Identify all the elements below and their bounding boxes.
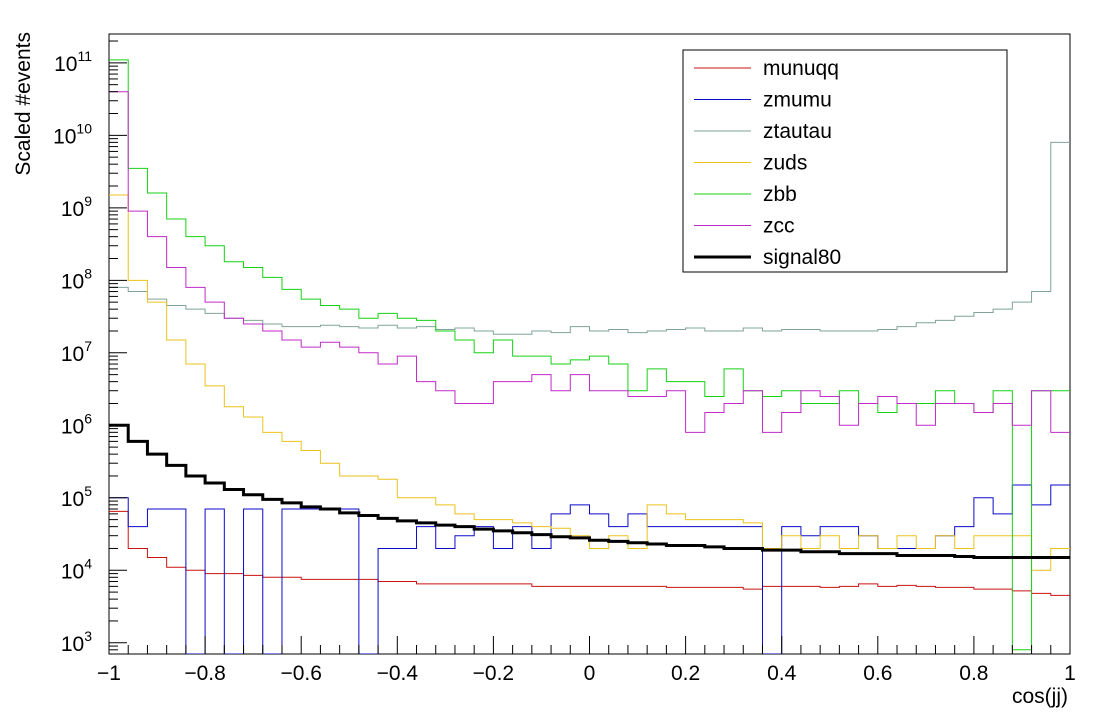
x-tick-label: 0.6 xyxy=(863,662,892,685)
series-zmumu xyxy=(109,484,1070,654)
y-tick-label: 109 xyxy=(61,193,92,221)
legend: munuqq zmumu ztautau zuds zbb zcc signal80 xyxy=(682,49,1008,273)
legend-label-zmumu: zmumu xyxy=(763,89,832,112)
series-ztautau xyxy=(109,141,1070,335)
y-tick-label: 108 xyxy=(61,265,92,293)
series-signal80 xyxy=(109,423,1070,560)
y-tick-label: 105 xyxy=(61,483,92,511)
legend-label-munuqq: munuqq xyxy=(763,57,839,80)
series-zuds xyxy=(109,194,1070,571)
x-tick-label: 0 xyxy=(584,662,596,685)
x-tick-label: −0.2 xyxy=(473,662,514,685)
legend-label-zcc: zcc xyxy=(763,215,795,238)
series-munuqq xyxy=(109,510,1070,596)
y-tick-label: 104 xyxy=(61,555,92,583)
x-tick-label: −0.8 xyxy=(184,662,225,685)
x-tick-label: 0.2 xyxy=(671,662,700,685)
y-axis: 103 104 105 106 107 108 109 1010 1011 xyxy=(53,40,127,656)
legend-label-signal80: signal80 xyxy=(763,246,841,269)
x-tick-label: 1 xyxy=(1064,662,1076,685)
x-tick-label: −0.4 xyxy=(377,662,419,685)
legend-label-zuds: zuds xyxy=(763,152,807,175)
y-tick-label: 107 xyxy=(61,338,92,366)
legend-label-ztautau: ztautau xyxy=(763,120,832,143)
series-zbb xyxy=(109,59,1070,651)
x-tick-label: −1 xyxy=(97,662,121,685)
y-tick-label: 1011 xyxy=(54,48,92,76)
y-axis-title: Scaled #events xyxy=(12,32,35,176)
x-tick-label: 0.8 xyxy=(959,662,988,685)
y-tick-label: 1010 xyxy=(53,120,92,148)
y-tick-label: 103 xyxy=(61,628,92,656)
legend-label-zbb: zbb xyxy=(763,183,797,206)
y-tick-label: 106 xyxy=(61,410,92,438)
x-axis: −1 −0.8 −0.6 −0.4 −0.2 0 0.2 0.4 0.6 0.8 1 xyxy=(97,636,1076,685)
x-tick-label: −0.6 xyxy=(280,662,321,685)
series-zcc xyxy=(109,91,1070,433)
x-tick-label: 0.4 xyxy=(767,662,797,685)
legend-box xyxy=(682,49,1008,273)
series-layer xyxy=(109,59,1070,654)
x-axis-title: cos(jj) xyxy=(1012,685,1068,708)
